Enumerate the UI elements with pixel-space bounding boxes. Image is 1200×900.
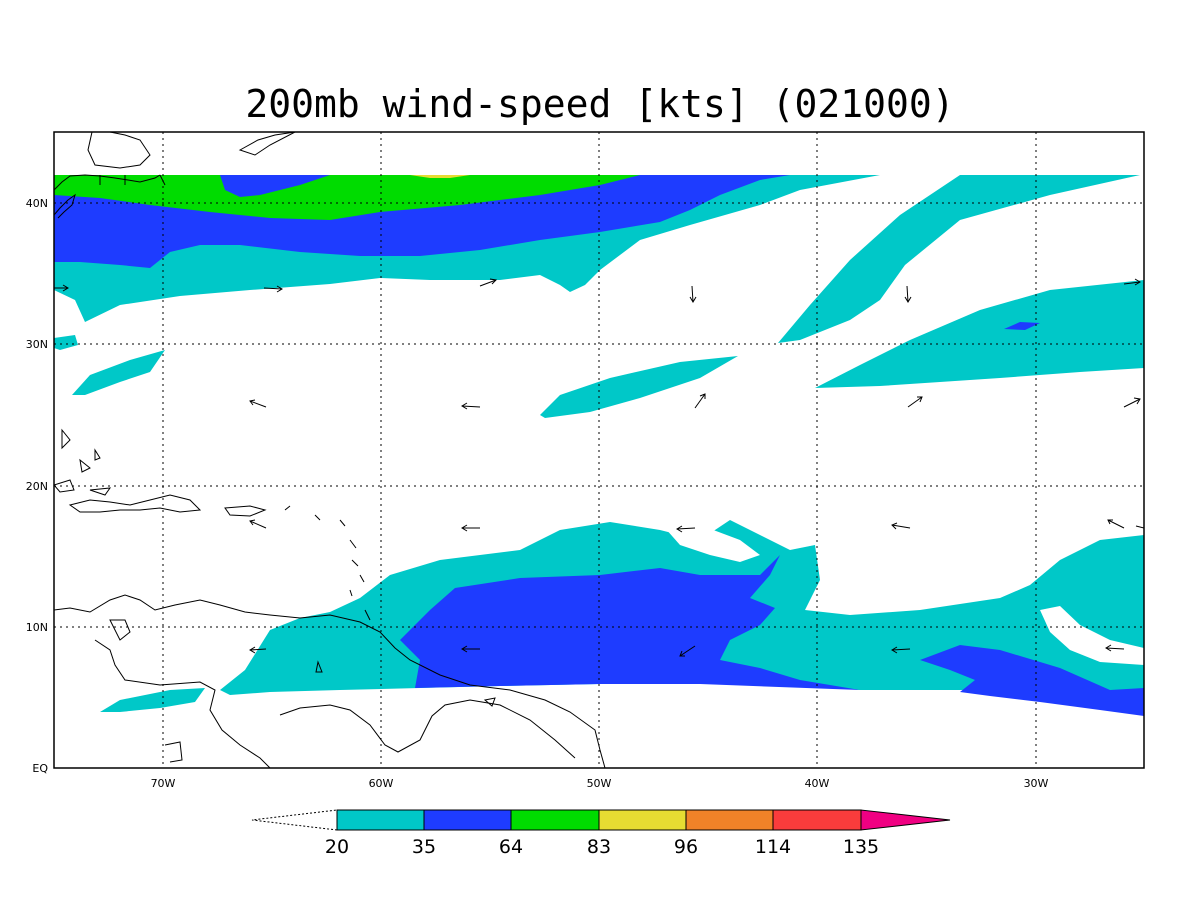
colorbar-swatch-83-96: [598, 809, 687, 831]
map-area: [54, 132, 1144, 768]
graticule: [54, 132, 1144, 768]
colorbar: [251, 809, 951, 831]
lon-label: 40W: [805, 777, 830, 790]
colorbar-swatch-114-135: [772, 809, 862, 831]
wind-arrow: [1123, 278, 1141, 286]
lon-label: 70W: [151, 777, 176, 790]
jet-south-blue-east: [920, 645, 1144, 716]
wind-arrow: [479, 278, 498, 287]
colorbar-label: 83: [587, 836, 611, 858]
streak-mid: [540, 356, 738, 418]
jet-north-yellow: [410, 175, 470, 178]
colorbar-swatch-20-35: [336, 809, 425, 831]
colorbar-label: 20: [325, 836, 349, 858]
wind-arrow: [1135, 525, 1144, 529]
jet-north-blue-inset: [220, 175, 330, 197]
wind-arrow: [249, 399, 267, 408]
streak-left-2: [54, 335, 78, 350]
wind-arrow: [891, 646, 911, 654]
wind-arrow: [461, 645, 480, 653]
map-title: 200mb wind-speed [kts] (021000): [245, 82, 954, 126]
jet-south-blue: [400, 555, 860, 690]
lat-label: EQ: [32, 762, 48, 775]
streak-ne-2: [815, 280, 1144, 388]
lon-label: 30W: [1024, 777, 1049, 790]
wind-arrow: [907, 396, 923, 408]
wind-arrow: [1105, 644, 1125, 652]
colorbar-label: 64: [499, 836, 523, 858]
lat-label: 40N: [26, 197, 48, 210]
lon-label: 50W: [587, 777, 612, 790]
map-frame: [53, 131, 1145, 769]
lat-axis: EQ 10N 20N 30N 40N: [26, 197, 49, 775]
lat-label: 30N: [26, 338, 48, 351]
wind-arrow: [54, 284, 69, 292]
lat-label: 20N: [26, 480, 48, 493]
wind-arrow: [249, 646, 267, 654]
colorbar-label: 35: [412, 836, 436, 858]
colorbar-swatch-96-114: [685, 809, 774, 831]
streak-ne-2-blue: [1004, 322, 1040, 330]
wind-arrow: [1107, 519, 1125, 529]
wind-arrow: [263, 285, 283, 293]
wind-arrow: [1123, 397, 1141, 408]
jet-south-bay: [665, 525, 760, 562]
wind-arrow: [689, 285, 697, 303]
streak-sw: [100, 688, 205, 712]
wind-vectors: [54, 278, 1144, 657]
colorbar-label: 114: [755, 836, 791, 858]
wind-arrow: [679, 645, 696, 657]
colorbar-swatch-35-64: [423, 809, 512, 831]
coastlines: [54, 132, 606, 768]
colorbar-swatch-64-83: [510, 809, 600, 831]
jet-north-green: [54, 175, 640, 220]
colorbar-labels: 20 35 64 83 96 114 135: [325, 836, 879, 858]
streak-ne-1: [778, 175, 1140, 343]
wind-arrow: [904, 285, 912, 303]
lon-label: 60W: [369, 777, 394, 790]
lat-label: 10N: [26, 621, 48, 634]
colorbar-left-arrow: [251, 809, 338, 831]
wind-arrow: [676, 525, 696, 533]
wind-arrow: [461, 402, 481, 410]
colorbar-label: 135: [843, 836, 879, 858]
jet-south-hole: [1040, 606, 1144, 665]
streak-left-1: [72, 350, 165, 395]
wind-arrow: [461, 524, 480, 532]
wind-arrow: [694, 393, 706, 409]
wind-arrow: [249, 519, 267, 529]
wind-arrow: [891, 522, 911, 530]
colorbar-right-arrow: [860, 809, 951, 831]
lon-axis: 70W 60W 50W 40W 30W: [151, 777, 1049, 790]
colorbar-label: 96: [674, 836, 698, 858]
